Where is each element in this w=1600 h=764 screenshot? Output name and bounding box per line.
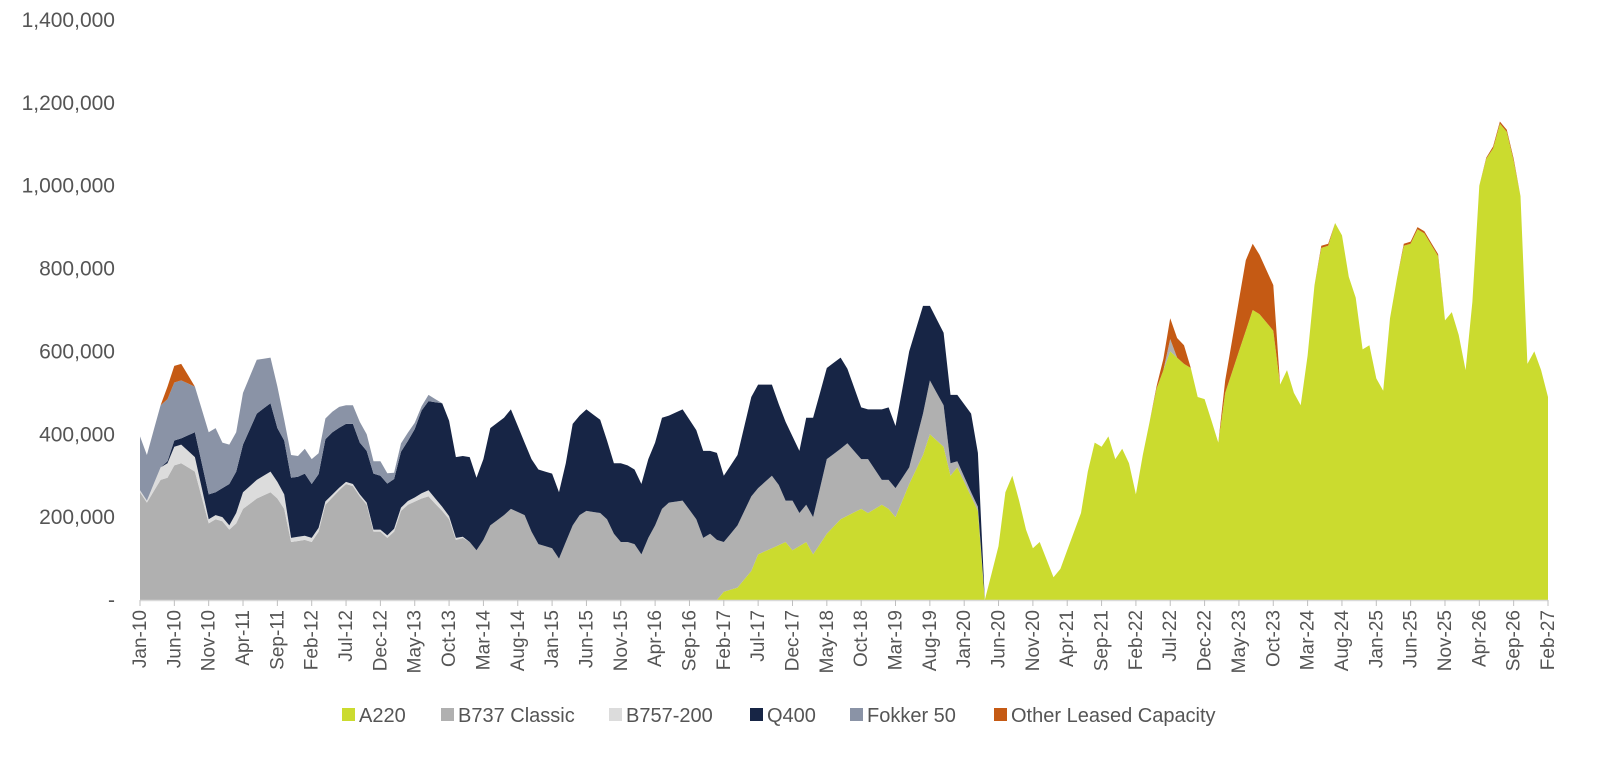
x-tick-label: Apr-26 (1469, 610, 1490, 667)
y-tick-label: 800,000 (39, 258, 115, 281)
legend-label: A220 (359, 705, 406, 727)
x-tick-label: Jun-25 (1401, 610, 1422, 668)
x-tick-label: Jul-12 (336, 610, 357, 662)
x-tick-label: Mar-24 (1298, 610, 1319, 671)
x-tick-label: Apr-16 (645, 610, 666, 667)
legend-swatch (850, 708, 863, 721)
x-tick-label: Aug-24 (1332, 610, 1353, 672)
x-axis: Jan-10 Jun-10 Nov-10 Apr-11 Sep-11 Feb-12 Jul-… (130, 600, 1559, 673)
legend-label: Fokker 50 (867, 705, 956, 727)
x-tick-label: May-23 (1229, 610, 1250, 673)
x-tick-label: Oct-18 (851, 610, 872, 667)
area-a220 (140, 123, 1548, 600)
y-tick-label: 600,000 (39, 340, 115, 363)
x-tick-label: Nov-15 (611, 610, 632, 671)
x-tick-label: Jul-22 (1160, 610, 1181, 662)
legend-swatch (342, 708, 355, 721)
x-tick-label: Nov-25 (1435, 610, 1456, 671)
legend-item: A220 (342, 705, 406, 727)
x-tick-label: Sep-26 (1504, 610, 1525, 671)
x-tick-label: Oct-13 (439, 610, 460, 667)
x-tick-label: Sep-11 (267, 610, 288, 670)
x-tick-label: Mar-14 (473, 610, 494, 671)
y-tick-label: 400,000 (39, 423, 115, 446)
x-tick-label: Jan-20 (954, 610, 975, 668)
x-tick-label: Feb-27 (1538, 610, 1559, 670)
x-tick-label: Mar-19 (886, 610, 907, 670)
x-tick-label: Feb-17 (714, 610, 735, 670)
legend-item: B757-200 (609, 705, 713, 727)
x-tick-label: Aug-19 (920, 610, 941, 671)
area-series-group (140, 121, 1548, 600)
legend-swatch (994, 708, 1007, 721)
x-tick-label: Sep-21 (1092, 610, 1113, 671)
x-tick-label: Jun-20 (989, 610, 1010, 668)
area-b737-classic (140, 123, 1548, 600)
y-tick-label: - (108, 589, 115, 612)
x-tick-label: Jun-15 (576, 610, 597, 668)
x-tick-label: Oct-23 (1263, 610, 1284, 667)
legend-swatch (609, 708, 622, 721)
y-tick-label: 200,000 (39, 506, 115, 529)
x-tick-label: Jan-25 (1366, 610, 1387, 668)
area-q400 (140, 123, 1548, 600)
x-tick-label: Apr-11 (233, 610, 254, 666)
x-tick-label: Jul-17 (748, 610, 769, 662)
x-tick-label: Nov-10 (199, 610, 220, 671)
x-tick-label: Feb-12 (302, 610, 323, 670)
x-tick-label: Dec-17 (783, 610, 804, 671)
y-axis: - 200,000 400,000 600,000 800,000 1,000,000 1,… (22, 9, 115, 612)
x-tick-label: May-18 (817, 610, 838, 673)
legend-label: Other Leased Capacity (1011, 705, 1216, 727)
y-tick-label: 1,400,000 (22, 9, 115, 32)
x-tick-label: May-13 (405, 610, 426, 673)
x-tick-label: Aug-14 (508, 610, 529, 672)
legend-swatch (441, 708, 454, 721)
y-tick-label: 1,200,000 (22, 92, 115, 115)
legend-item: Other Leased Capacity (994, 705, 1216, 727)
legend-item: Q400 (750, 705, 816, 727)
x-tick-label: Nov-20 (1023, 610, 1044, 671)
legend-label: B737 Classic (458, 705, 575, 727)
legend-label: Q400 (767, 705, 816, 727)
legend-item: B737 Classic (441, 705, 575, 727)
legend-swatch (750, 708, 763, 721)
x-tick-label: Jun-10 (164, 610, 185, 668)
x-tick-label: Jan-10 (130, 610, 151, 668)
x-tick-label: Dec-22 (1195, 610, 1216, 671)
x-tick-label: Feb-22 (1126, 610, 1147, 670)
legend: A220 B737 Classic B757-200 Q400 Fokker 50 Oth… (342, 705, 1216, 727)
x-tick-label: Jan-15 (542, 610, 563, 668)
x-tick-label: Dec-12 (370, 610, 391, 671)
legend-label: B757-200 (626, 705, 713, 727)
legend-item: Fokker 50 (850, 705, 956, 727)
x-tick-label: Sep-16 (680, 610, 701, 671)
x-tick-label: Apr-21 (1057, 610, 1078, 667)
y-tick-label: 1,000,000 (22, 175, 115, 198)
